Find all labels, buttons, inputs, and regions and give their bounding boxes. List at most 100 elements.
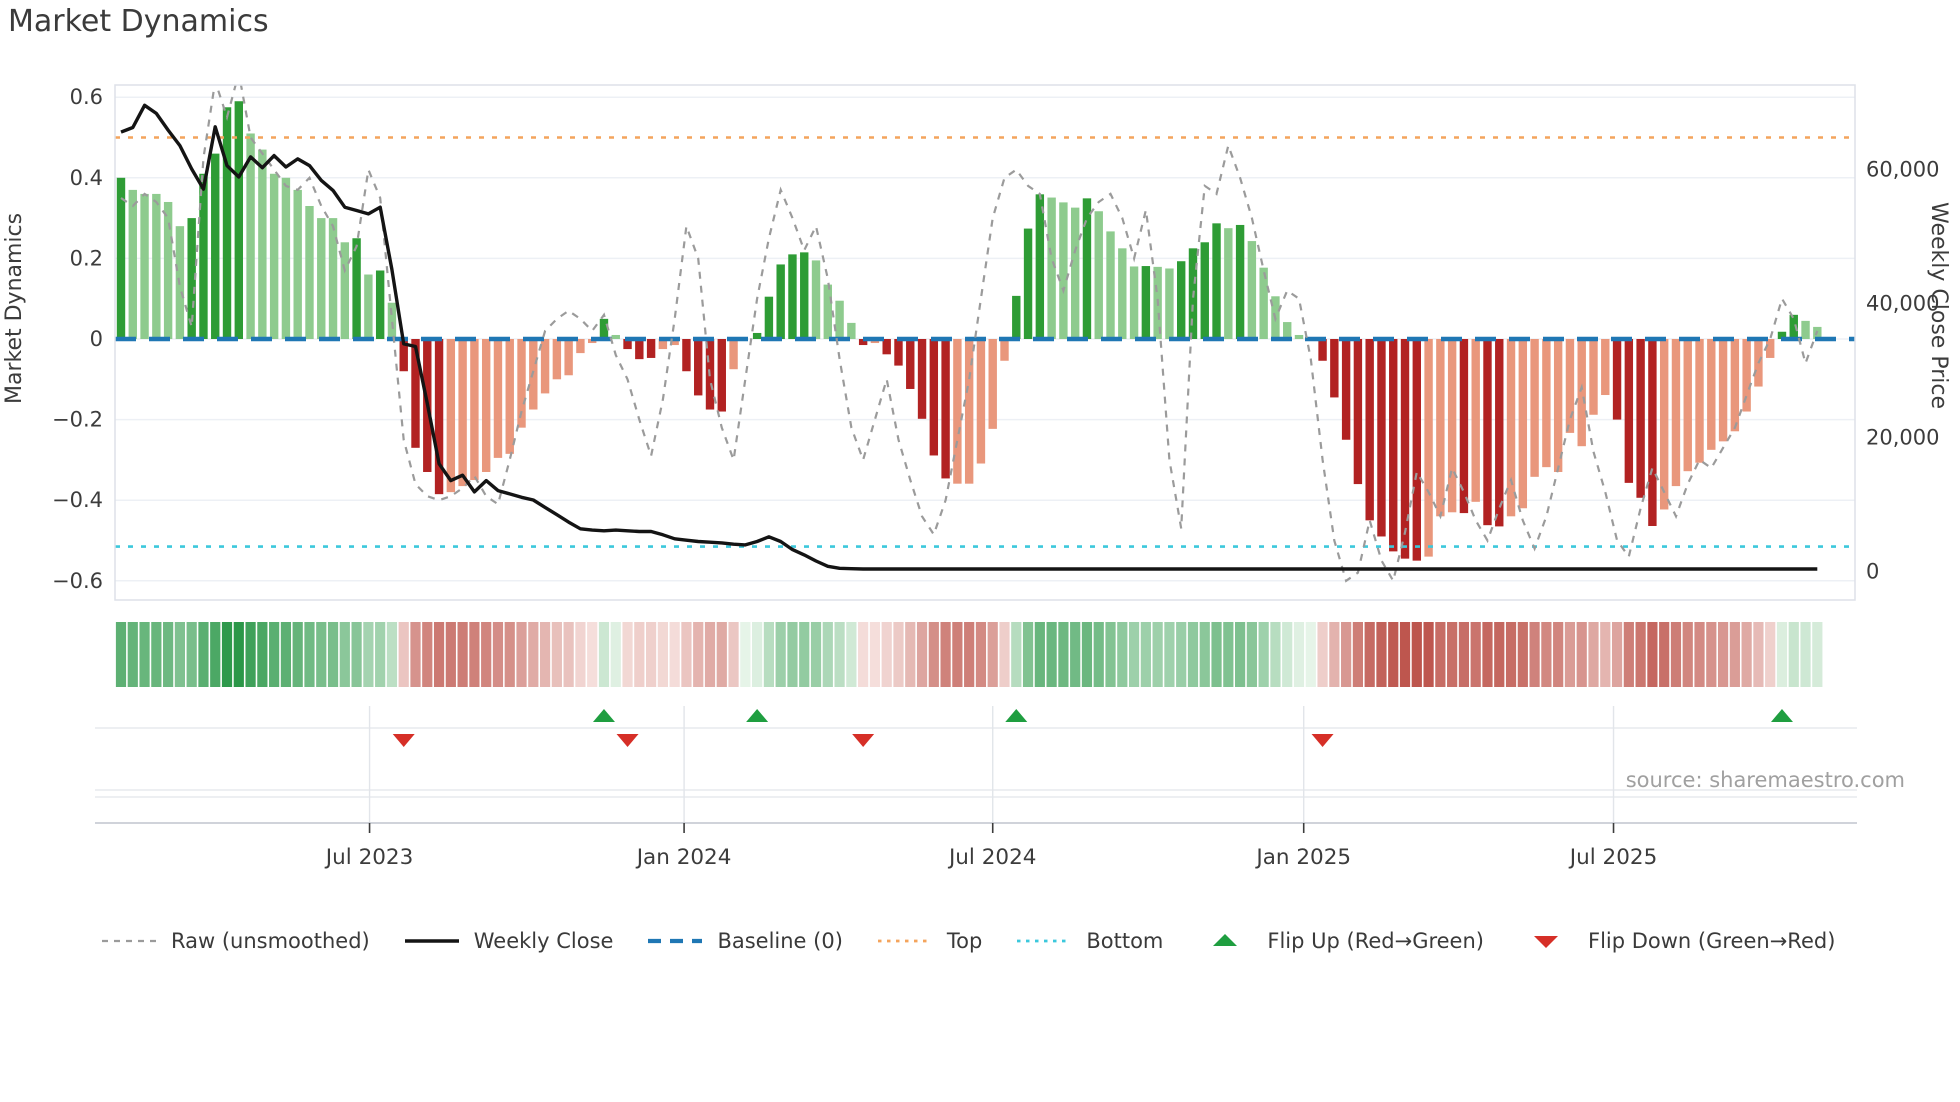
heat-cell-week-21 bbox=[351, 622, 362, 687]
heat-cell-week-50 bbox=[693, 622, 704, 687]
left-tick-label-6: −0.6 bbox=[52, 569, 103, 593]
bar-week-105 bbox=[1341, 339, 1351, 440]
bar-week-39 bbox=[564, 339, 573, 376]
bar-week-125 bbox=[1577, 339, 1586, 447]
bar-week-111 bbox=[1412, 339, 1421, 561]
bar-week-24 bbox=[387, 302, 397, 339]
bar-week-142 bbox=[1777, 331, 1787, 339]
left-tick-label-3: 0 bbox=[90, 327, 103, 351]
bar-week-108 bbox=[1377, 339, 1386, 537]
bar-week-120 bbox=[1518, 339, 1528, 509]
bar-week-100 bbox=[1283, 322, 1292, 339]
heat-cell-week-78 bbox=[1022, 622, 1034, 687]
heat-cell-week-68 bbox=[905, 622, 916, 687]
heat-cell-week-22 bbox=[363, 622, 374, 687]
heat-cell-week-23 bbox=[375, 622, 386, 687]
heat-cell-week-20 bbox=[339, 622, 350, 687]
bar-week-18 bbox=[317, 218, 326, 339]
right-tick-label-1: 40,000 bbox=[1866, 292, 1939, 316]
heat-cell-week-2 bbox=[127, 622, 138, 687]
heat-cell-week-55 bbox=[752, 622, 763, 687]
bar-week-32 bbox=[481, 339, 491, 472]
heat-cell-week-27 bbox=[422, 622, 433, 687]
heat-cell-week-19 bbox=[327, 622, 339, 687]
heat-cell-week-103 bbox=[1317, 622, 1328, 687]
legend-marker-solid_line-icon bbox=[404, 939, 459, 943]
left-tick-label-2: 0.2 bbox=[70, 246, 103, 270]
heat-cell-week-95 bbox=[1223, 622, 1234, 687]
bar-week-47 bbox=[658, 339, 668, 350]
heat-cell-week-53 bbox=[728, 622, 739, 687]
heat-cell-week-140 bbox=[1753, 622, 1764, 687]
x-tick-label-4: Jul 2025 bbox=[1568, 845, 1658, 870]
flip-down-marker bbox=[392, 734, 415, 747]
legend-label-6: Flip Down (Green→Red) bbox=[1587, 929, 1836, 953]
heat-cell-week-108 bbox=[1376, 622, 1387, 687]
heat-cell-week-17 bbox=[304, 622, 315, 687]
heat-cell-week-28 bbox=[433, 622, 445, 687]
heat-cell-week-33 bbox=[492, 622, 504, 687]
bar-week-94 bbox=[1212, 223, 1221, 339]
bar-week-104 bbox=[1330, 339, 1339, 398]
bar-week-38 bbox=[552, 339, 562, 380]
right-tick-label-0: 60,000 bbox=[1866, 158, 1939, 182]
heat-cell-week-138 bbox=[1729, 622, 1740, 687]
heat-cell-week-110 bbox=[1399, 622, 1411, 687]
raw-line bbox=[120, 85, 1819, 584]
heat-cell-week-71 bbox=[940, 622, 951, 687]
left-tick-label-1: 0.4 bbox=[70, 166, 103, 190]
legend-marker-dotted-icon bbox=[1017, 939, 1072, 943]
legend-item-1: Weekly Close bbox=[403, 929, 613, 953]
bar-week-114 bbox=[1447, 339, 1457, 513]
bar-week-67 bbox=[894, 339, 903, 366]
bar-week-69 bbox=[917, 339, 927, 419]
heat-cell-week-119 bbox=[1505, 622, 1517, 687]
heat-cell-week-34 bbox=[504, 622, 515, 687]
heat-cell-week-43 bbox=[610, 622, 621, 687]
heat-cell-week-7 bbox=[186, 622, 197, 687]
heat-cell-week-88 bbox=[1140, 622, 1151, 687]
heat-cell-week-49 bbox=[681, 622, 692, 687]
heat-cell-week-36 bbox=[528, 622, 539, 687]
bar-week-49 bbox=[682, 339, 691, 372]
heat-cell-week-107 bbox=[1364, 622, 1375, 687]
bar-week-70 bbox=[929, 339, 939, 456]
heat-cell-week-5 bbox=[163, 622, 174, 687]
heat-cell-week-18 bbox=[316, 622, 327, 687]
bar-week-86 bbox=[1118, 248, 1127, 339]
bar-week-132 bbox=[1659, 339, 1669, 510]
bar-week-79 bbox=[1035, 194, 1045, 339]
heat-cell-week-51 bbox=[704, 622, 716, 687]
bar-week-96 bbox=[1235, 224, 1245, 339]
left-tick-label-5: −0.4 bbox=[52, 488, 103, 512]
bar-week-53 bbox=[729, 339, 738, 370]
bar-week-57 bbox=[776, 264, 785, 339]
bar-week-50 bbox=[694, 339, 703, 396]
bar-week-141 bbox=[1766, 339, 1775, 358]
bar-week-87 bbox=[1129, 266, 1139, 339]
legend-item-2: Baseline (0) bbox=[646, 929, 843, 953]
bar-week-136 bbox=[1707, 339, 1716, 450]
heat-cell-week-75 bbox=[987, 622, 998, 687]
bar-week-66 bbox=[882, 339, 891, 355]
heat-cell-week-40 bbox=[575, 622, 586, 687]
bar-week-131 bbox=[1648, 339, 1657, 526]
heat-cell-week-58 bbox=[787, 622, 798, 687]
bar-week-81 bbox=[1059, 202, 1068, 339]
bar-week-26 bbox=[411, 339, 420, 448]
bar-week-44 bbox=[623, 339, 632, 350]
heat-cell-week-104 bbox=[1329, 622, 1340, 687]
bar-week-34 bbox=[505, 339, 514, 454]
heat-cell-week-9 bbox=[210, 622, 221, 687]
bar-week-129 bbox=[1624, 339, 1634, 483]
right-tick-label-2: 20,000 bbox=[1866, 426, 1939, 450]
heat-cell-week-31 bbox=[469, 622, 480, 687]
heat-cell-week-128 bbox=[1611, 622, 1623, 687]
bar-week-101 bbox=[1294, 334, 1304, 339]
flip-up-marker bbox=[1005, 709, 1028, 722]
heat-cell-week-47 bbox=[657, 622, 668, 687]
x-tick-label-2: Jul 2024 bbox=[947, 845, 1037, 870]
bar-week-2 bbox=[128, 189, 137, 339]
flip-down-marker bbox=[852, 734, 875, 747]
